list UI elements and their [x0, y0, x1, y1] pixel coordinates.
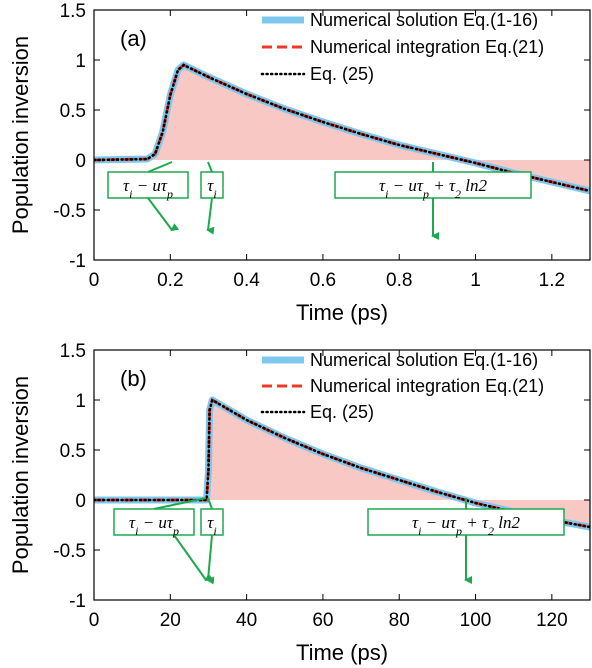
x-tick-label: 0.2	[157, 270, 183, 291]
annotation-box	[113, 508, 195, 536]
chart-panel-b: 0 20 40 60 80 100 120 -1 -0.5 0 0.5 1 1.5 Time (ps) Po…	[8, 341, 591, 665]
legend-label: Eq. (25)	[310, 64, 374, 84]
x-tick-label: 0	[89, 270, 100, 291]
x-tick-label: 0.6	[310, 270, 336, 291]
y-tick-label: 1.5	[60, 1, 86, 22]
annotation-label: τi − uτp	[123, 176, 173, 201]
y-tick-label: 0	[75, 491, 86, 512]
annotation-label: τi	[207, 176, 216, 201]
y-tick-label: -1	[69, 251, 86, 272]
panel-label: (b)	[120, 366, 147, 391]
y-tick-label: -0.5	[53, 541, 86, 562]
x-tick-label: 80	[389, 610, 410, 631]
axes-frame	[93, 9, 591, 261]
annotation-label: τi − uτp	[129, 513, 179, 538]
axes-frame	[93, 349, 591, 601]
y-tick-label: 0.5	[60, 441, 86, 462]
annotation-label: τi	[207, 513, 216, 538]
y-tick-label: 0	[75, 151, 86, 172]
annotation-connector	[147, 161, 173, 173]
series-line-2	[94, 63, 590, 193]
y-tick-label: -0.5	[53, 201, 86, 222]
x-tick-label: 120	[536, 610, 568, 631]
x-tick-label: 1	[470, 270, 481, 291]
y-axis-label: Population inversion	[8, 36, 33, 234]
x-axis-label: Time (ps)	[296, 640, 388, 665]
y-tick-label: 0.5	[60, 101, 86, 122]
annotation-box	[107, 171, 189, 199]
y-tick-label: 1	[75, 51, 86, 72]
x-tick-label: 0	[89, 610, 100, 631]
x-tick-label: 60	[312, 610, 333, 631]
panel-label: (a)	[120, 26, 147, 51]
x-tick-label: 40	[236, 610, 257, 631]
x-tick-label: 0.4	[233, 270, 260, 291]
annotation-arrow	[173, 534, 214, 582]
plot-area	[94, 61, 590, 195]
annotation-label: τi − uτp + τ2 ln2	[412, 513, 521, 538]
x-axis-label: Time (ps)	[296, 300, 388, 325]
x-tick-label: 100	[460, 610, 492, 631]
y-tick-label: 1	[75, 391, 86, 412]
legend-label: Numerical integration Eq.(21)	[310, 376, 544, 396]
annotation-box	[334, 171, 532, 199]
x-tick-label: 20	[160, 610, 181, 631]
annotation-connector	[207, 161, 213, 173]
y-axis-label: Population inversion	[8, 376, 33, 574]
series-line-2	[94, 398, 590, 529]
annotation-arrow	[206, 534, 215, 585]
annotation-label: τi − uτp + τ2 ln2	[379, 176, 488, 201]
chart-panel-a: 0 0.2 0.4 0.6 0.8 1 1.2 -1 -0.5 0 0.5 1 1.5 Time (ps)…	[8, 1, 591, 325]
annotation-box	[367, 508, 565, 536]
legend-label: Numerical solution Eq.(1-16)	[310, 10, 538, 30]
x-tick-label: 1.2	[539, 270, 565, 291]
annotation-arrow	[206, 197, 215, 235]
legend-label: Eq. (25)	[310, 402, 374, 422]
legend-label: Numerical solution Eq.(1-16)	[310, 350, 538, 370]
annotation-connector	[153, 497, 207, 510]
y-tick-label: -1	[69, 591, 86, 612]
y-tick-label: 1.5	[60, 341, 86, 362]
annotation-arrow	[147, 197, 180, 232]
x-tick-label: 0.8	[386, 270, 412, 291]
annotation-connector	[207, 497, 213, 510]
legend-label: Numerical integration Eq.(21)	[310, 37, 544, 57]
